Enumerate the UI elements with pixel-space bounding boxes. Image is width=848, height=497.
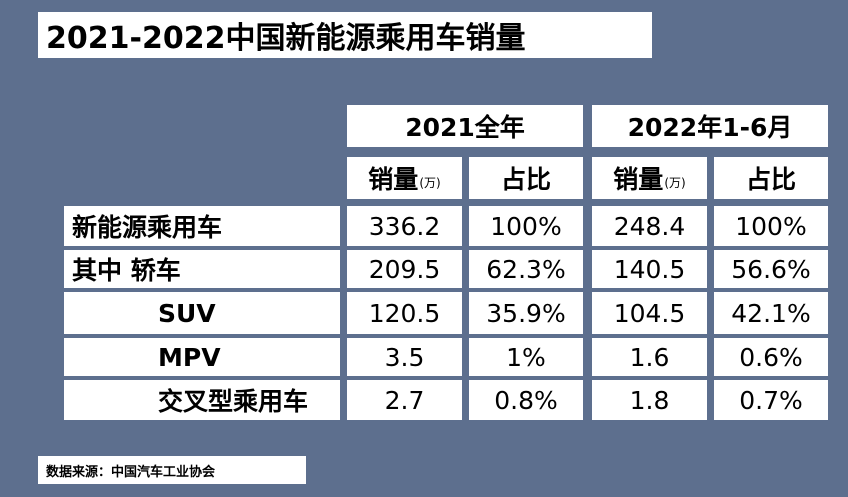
row-label: 其中 轿车 (64, 250, 340, 288)
cell-share-2022: 0.7% (714, 380, 828, 420)
cell-share-2022: 56.6% (714, 250, 828, 288)
source-note: 数据来源：中国汽车工业协会 (38, 456, 306, 484)
cell-share-2022: 100% (714, 206, 828, 246)
period-header-2021: 2021全年 (347, 105, 583, 147)
row-label: 新能源乘用车 (64, 206, 340, 246)
cell-share-2021: 1% (469, 338, 583, 376)
cell-share-2021: 35.9% (469, 292, 583, 334)
col-header-share-2022: 占比 (714, 157, 828, 199)
cell-sales-2022: 1.6 (592, 338, 707, 376)
col-header-sales-label: 销量 (613, 165, 664, 194)
cell-sales-2022: 140.5 (592, 250, 707, 288)
row-label: SUV (64, 292, 340, 334)
row-label: MPV (64, 338, 340, 376)
col-header-sales-label: 销量 (368, 165, 419, 194)
cell-sales-2021: 2.7 (347, 380, 462, 420)
col-header-sales-2021: 销量 (万) (347, 157, 462, 199)
cell-sales-2022: 248.4 (592, 206, 707, 246)
cell-share-2021: 100% (469, 206, 583, 246)
col-header-share-2021: 占比 (469, 157, 583, 199)
cell-share-2021: 0.8% (469, 380, 583, 420)
cell-sales-2021: 209.5 (347, 250, 462, 288)
col-header-unit: (万) (419, 175, 441, 190)
col-header-unit: (万) (664, 175, 686, 190)
cell-sales-2022: 104.5 (592, 292, 707, 334)
col-header-sales-2022: 销量 (万) (592, 157, 707, 199)
cell-share-2022: 42.1% (714, 292, 828, 334)
cell-sales-2021: 3.5 (347, 338, 462, 376)
period-header-2022: 2022年1-6月 (592, 105, 828, 147)
page-title: 2021-2022中国新能源乘用车销量 (38, 12, 652, 58)
cell-share-2022: 0.6% (714, 338, 828, 376)
cell-share-2021: 62.3% (469, 250, 583, 288)
row-label: 交叉型乘用车 (64, 380, 340, 420)
cell-sales-2021: 120.5 (347, 292, 462, 334)
cell-sales-2022: 1.8 (592, 380, 707, 420)
cell-sales-2021: 336.2 (347, 206, 462, 246)
